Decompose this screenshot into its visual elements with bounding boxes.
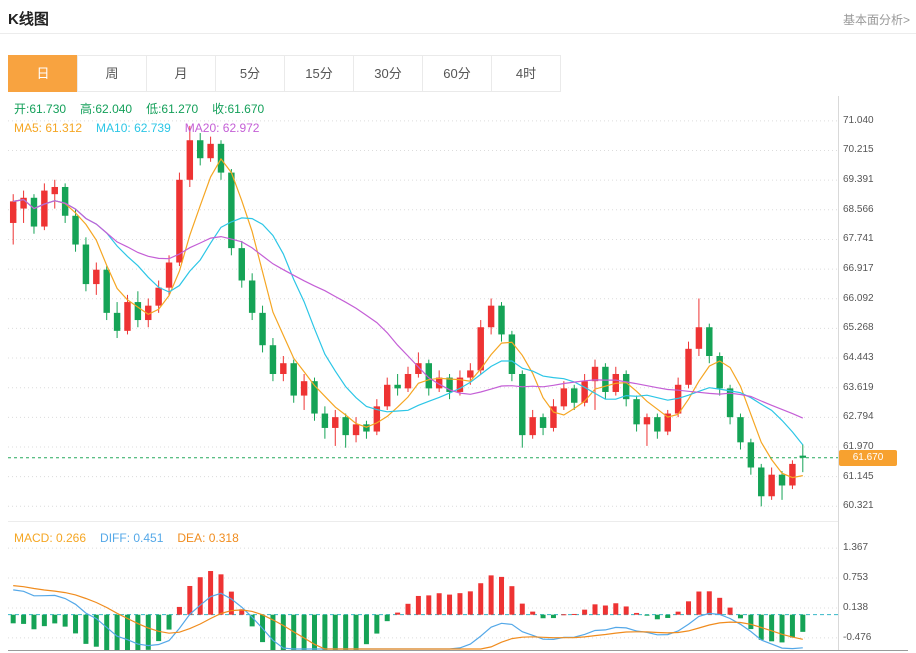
macd-tick-label: 0.753 <box>843 572 869 583</box>
price-axis-line <box>838 96 839 650</box>
price-tick-label: 62.794 <box>843 411 874 423</box>
info-ohlc-low: 低:61.270 <box>146 102 199 116</box>
info-ohlc-high: 高:62.040 <box>80 102 133 116</box>
info-macd-macd: MACD: 0.266 <box>14 531 87 545</box>
macd-readout: MACD: 0.266 DIFF: 0.451 DEA: 0.318 <box>14 531 253 545</box>
tab-30分[interactable]: 30分 <box>353 55 423 92</box>
page-title: K线图 <box>8 11 49 28</box>
info-ma-ma5: MA5: 61.312 <box>14 121 83 135</box>
tab-日[interactable]: 日 <box>8 55 78 92</box>
price-tick-label: 66.092 <box>843 292 874 304</box>
info-ma-ma20: MA20: 62.972 <box>184 121 260 135</box>
price-tick-label: 69.391 <box>843 174 874 186</box>
tab-4时[interactable]: 4时 <box>491 55 561 92</box>
price-tick-label: 61.970 <box>843 440 874 452</box>
price-tick-label: 71.040 <box>843 114 874 126</box>
price-tick-label: 63.619 <box>843 381 874 393</box>
price-tick-label: 68.566 <box>843 203 874 215</box>
header-divider <box>0 33 916 34</box>
tab-月[interactable]: 月 <box>146 55 216 92</box>
candlestick-chart[interactable] <box>8 96 838 520</box>
time-axis-line <box>8 650 908 651</box>
fundamental-analysis-link[interactable]: 基本面分析> <box>842 13 910 27</box>
info-ma-ma10: MA10: 62.739 <box>96 121 171 135</box>
tab-15分[interactable]: 15分 <box>284 55 354 92</box>
interval-tabbar: 日周月 5分 15分 30分 60分 4时 <box>8 55 561 92</box>
macd-chart[interactable] <box>8 527 838 650</box>
info-macd-diff: DIFF: 0.451 <box>100 531 164 545</box>
info-ohlc-open: 开:61.730 <box>14 102 67 116</box>
price-tick-label: 64.443 <box>843 352 874 364</box>
price-tick-label: 67.741 <box>843 233 874 245</box>
ohlc-readout: 开:61.730 高:62.040 低:61.270 收:61.670 <box>14 100 278 117</box>
ma-readout: MA5: 61.312 MA10: 62.739 MA20: 62.972 <box>14 121 273 135</box>
price-tick-label: 61.145 <box>843 470 874 482</box>
current-price-badge: 61.670 <box>839 449 897 466</box>
price-tick-label: 65.268 <box>843 322 874 334</box>
info-ohlc-close: 收:61.670 <box>212 102 265 116</box>
macd-tick-label: 1.367 <box>843 542 869 554</box>
panel-divider <box>8 521 838 522</box>
price-tick-label: 66.917 <box>843 263 874 275</box>
price-tick-label: 70.215 <box>843 144 874 156</box>
macd-tick-label: -0.476 <box>843 631 872 643</box>
tab-60分[interactable]: 60分 <box>422 55 492 92</box>
price-tick-label: 60.321 <box>843 500 874 512</box>
tab-周[interactable]: 周 <box>77 55 147 92</box>
info-macd-dea: DEA: 0.318 <box>177 531 239 545</box>
tab-5分[interactable]: 5分 <box>215 55 285 92</box>
macd-tick-label: 0.138 <box>843 601 869 613</box>
